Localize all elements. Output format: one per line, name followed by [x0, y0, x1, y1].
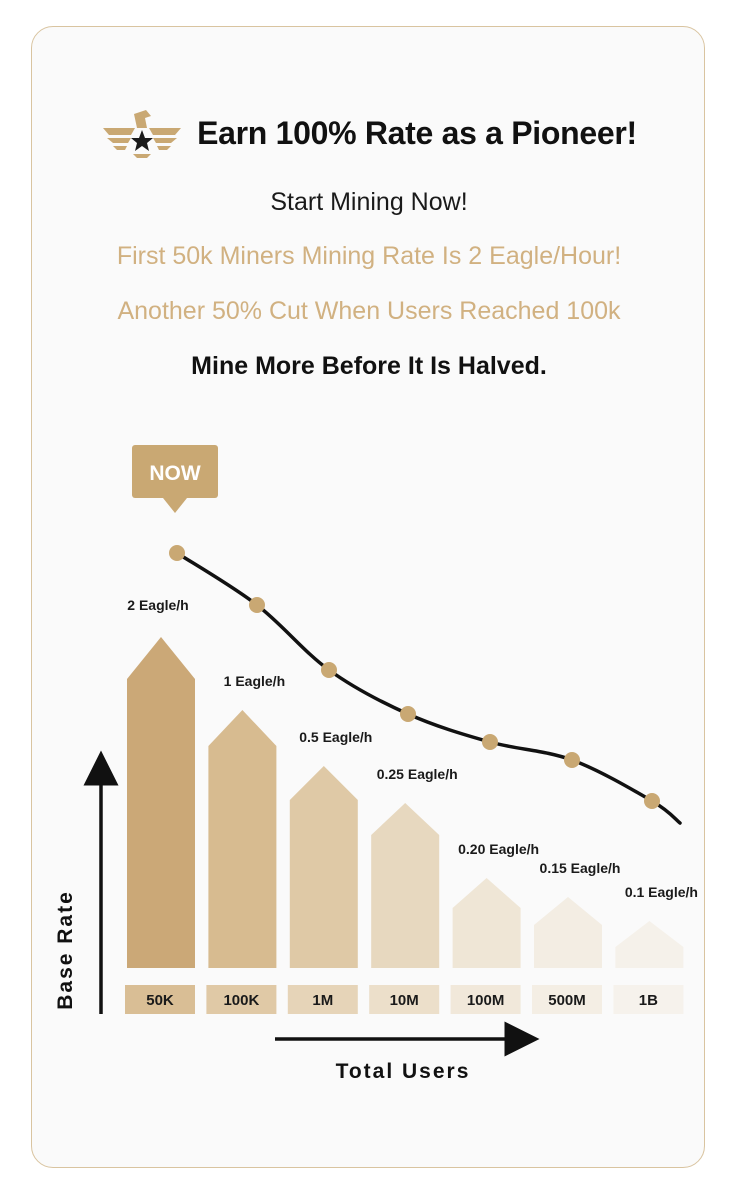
bar-1m: [289, 766, 358, 968]
rate-cut-text: Another 50% Cut When Users Reached 100k: [117, 297, 621, 325]
bar-10m: [371, 803, 440, 968]
bar-100k: [208, 710, 277, 968]
trend-point-10m: [400, 706, 416, 722]
trend-point-1m: [321, 662, 337, 678]
category-label-100m: 100M: [467, 992, 505, 1009]
category-label-100k: 100K: [223, 992, 259, 1009]
bar-1b: [615, 921, 684, 968]
category-label-10m: 10M: [390, 992, 419, 1009]
trend-point-500m: [564, 752, 580, 768]
category-pill-1m: [287, 985, 358, 1014]
bar-series: [127, 637, 684, 968]
mine-more-text: Mine More Before It Is Halved.: [191, 352, 547, 380]
now-callout-label: NOW: [149, 462, 201, 485]
trend-point-100m: [482, 734, 498, 750]
category-label-1b: 1B: [639, 992, 658, 1009]
value-labels: 2 Eagle/h 1 Eagle/h 0.5 Eagle/h 0.25 Eagle/…: [127, 597, 698, 900]
now-callout-box: [132, 445, 218, 498]
card: [31, 26, 705, 1168]
value-label-100k: 1 Eagle/h: [224, 673, 285, 689]
header: Earn 100% Rate as a Pioneer!: [0, 108, 738, 158]
eagle-star-logo-icon: [103, 110, 182, 158]
now-callout: NOW: [132, 445, 218, 513]
x-axis-label: Total Users: [336, 1060, 471, 1083]
category-pill-10m: [369, 985, 440, 1014]
value-label-100m: 0.20 Eagle/h: [458, 841, 539, 857]
value-label-1b: 0.1 Eagle/h: [625, 884, 698, 900]
trend-points: [169, 545, 660, 809]
trend-point-100k: [249, 597, 265, 613]
category-pill-500m: [532, 985, 602, 1014]
value-label-10m: 0.25 Eagle/h: [377, 766, 458, 782]
category-pill-100k: [206, 985, 277, 1014]
start-mining-text: Start Mining Now!: [270, 188, 468, 216]
trend-point-50k: [169, 545, 185, 561]
now-callout-pointer: [163, 498, 187, 513]
value-label-50k: 2 Eagle/h: [127, 597, 188, 613]
value-label-500m: 0.15 Eagle/h: [540, 860, 621, 876]
category-label-500m: 500M: [548, 992, 586, 1009]
y-axis-label: Base Rate: [54, 890, 77, 1010]
first-miners-text: First 50k Miners Mining Rate Is 2 Eagle/…: [116, 242, 622, 270]
category-pill-50k: [125, 985, 195, 1014]
category-pill-1b: [613, 985, 684, 1014]
category-pill-100m: [450, 985, 521, 1014]
category-label-1m: 1M: [312, 992, 333, 1009]
value-label-1m: 0.5 Eagle/h: [299, 729, 372, 745]
trend-point-1b: [644, 793, 660, 809]
page-title: Earn 100% Rate as a Pioneer!: [197, 114, 637, 151]
bar-100m: [452, 878, 521, 968]
category-labels: 50K 100K 1M 10M 100M 500M 1B: [125, 985, 684, 1014]
bar-500m: [534, 897, 602, 968]
category-label-50k: 50K: [146, 992, 174, 1009]
bar-50k: [127, 637, 195, 968]
